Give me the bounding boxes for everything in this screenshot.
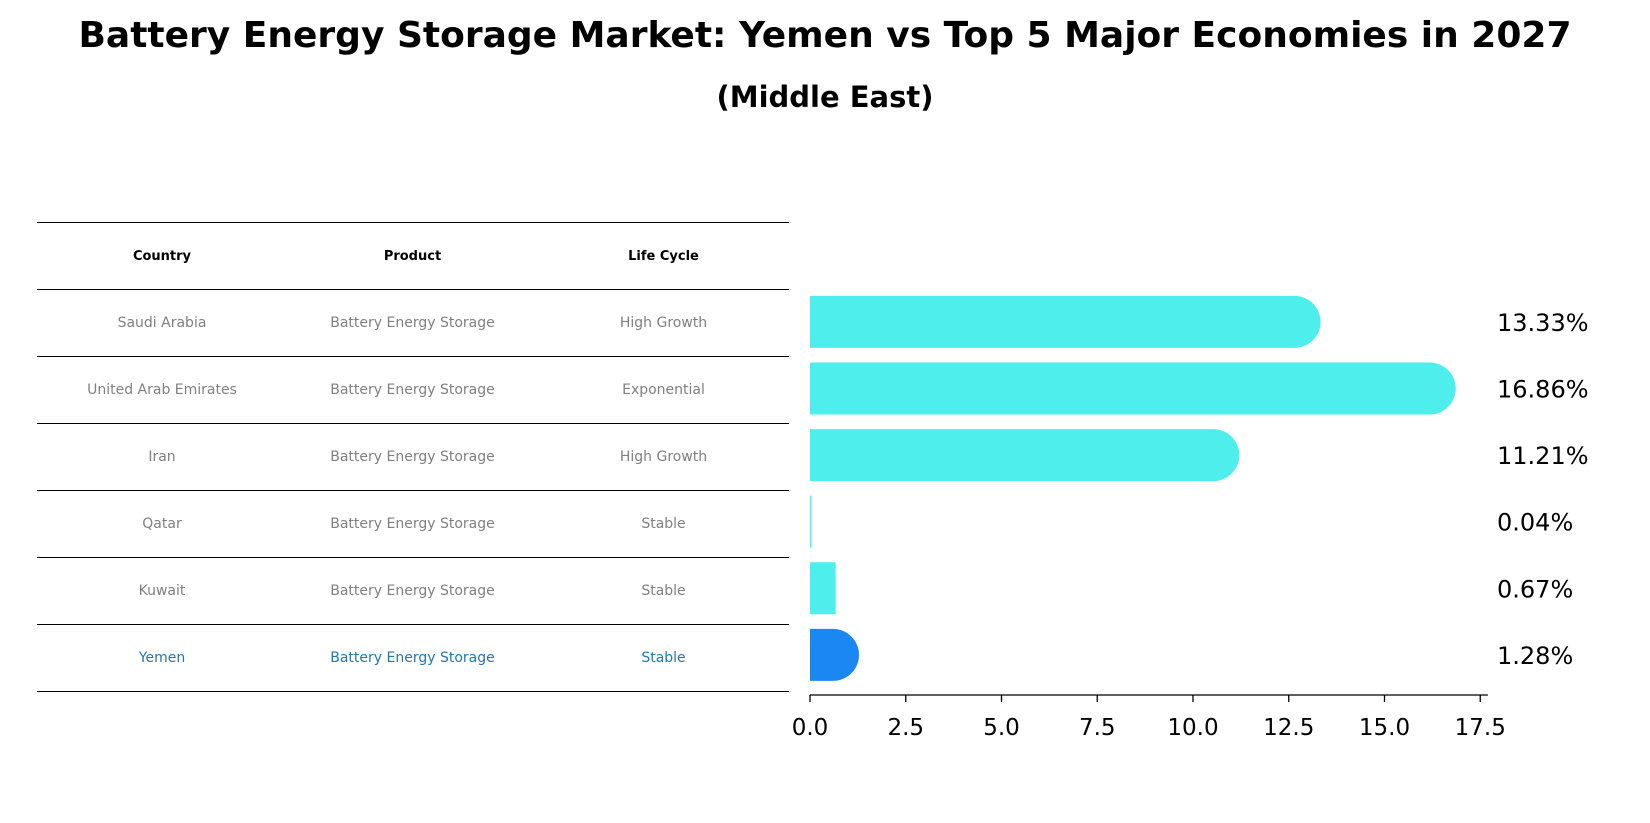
chart-subtitle: (Middle East) [716, 80, 934, 114]
value-label: 11.21% [1497, 442, 1589, 470]
column-header-product: Product [287, 222, 538, 290]
cell-country: United Arab Emirates [37, 356, 287, 424]
value-label: 1.28% [1497, 642, 1573, 670]
x-tick-label: 5.0 [983, 715, 1020, 741]
x-tick-label: 17.5 [1455, 715, 1506, 741]
bar-united-arab-emirates [810, 362, 1456, 415]
x-tick-label: 7.5 [1079, 715, 1116, 741]
table-header-row: Country Product Life Cycle [37, 222, 789, 290]
cell-product: Battery Energy Storage [287, 624, 538, 692]
table-row-highlighted: Yemen Battery Energy Storage Stable [37, 624, 789, 692]
bar-kuwait [810, 562, 836, 615]
value-label: 0.67% [1497, 575, 1573, 603]
cell-life-cycle: Stable [538, 624, 789, 692]
x-tick-label: 15.0 [1359, 715, 1410, 741]
x-tick-label: 10.0 [1167, 715, 1218, 741]
cell-product: Battery Energy Storage [287, 289, 538, 357]
table-row: United Arab Emirates Battery Energy Stor… [37, 356, 789, 424]
bar-yemen [810, 628, 860, 681]
market-table: Country Product Life Cycle Saudi Arabia … [37, 222, 789, 692]
table-row: Kuwait Battery Energy Storage Stable [37, 557, 789, 625]
cell-life-cycle: Stable [538, 557, 789, 625]
value-label: 0.04% [1497, 509, 1573, 537]
bar-saudi-arabia [810, 295, 1321, 348]
cell-product: Battery Energy Storage [287, 557, 538, 625]
cell-life-cycle: High Growth [538, 423, 789, 491]
x-tick-label: 2.5 [887, 715, 924, 741]
x-tick-label: 0.0 [792, 715, 829, 741]
cell-country: Yemen [37, 624, 287, 692]
chart-title: Battery Energy Storage Market: Yemen vs … [78, 15, 1572, 56]
x-tick-label: 12.5 [1263, 715, 1314, 741]
cell-life-cycle: Exponential [538, 356, 789, 424]
value-label: 16.86% [1497, 376, 1589, 404]
cell-product: Battery Energy Storage [287, 356, 538, 424]
cell-country: Qatar [37, 490, 287, 558]
bar-iran [810, 429, 1240, 482]
cell-country: Kuwait [37, 557, 287, 625]
bar-qatar [810, 495, 812, 548]
table-row: Qatar Battery Energy Storage Stable [37, 490, 789, 558]
table-row: Saudi Arabia Battery Energy Storage High… [37, 289, 789, 357]
cell-country: Iran [37, 423, 287, 491]
column-header-life-cycle: Life Cycle [538, 222, 789, 290]
value-label: 13.33% [1497, 309, 1589, 337]
column-header-country: Country [37, 222, 287, 290]
cell-product: Battery Energy Storage [287, 490, 538, 558]
cell-life-cycle: Stable [538, 490, 789, 558]
table-row: Iran Battery Energy Storage High Growth [37, 423, 789, 491]
cell-country: Saudi Arabia [37, 289, 287, 357]
cell-life-cycle: High Growth [538, 289, 789, 357]
cell-product: Battery Energy Storage [287, 423, 538, 491]
